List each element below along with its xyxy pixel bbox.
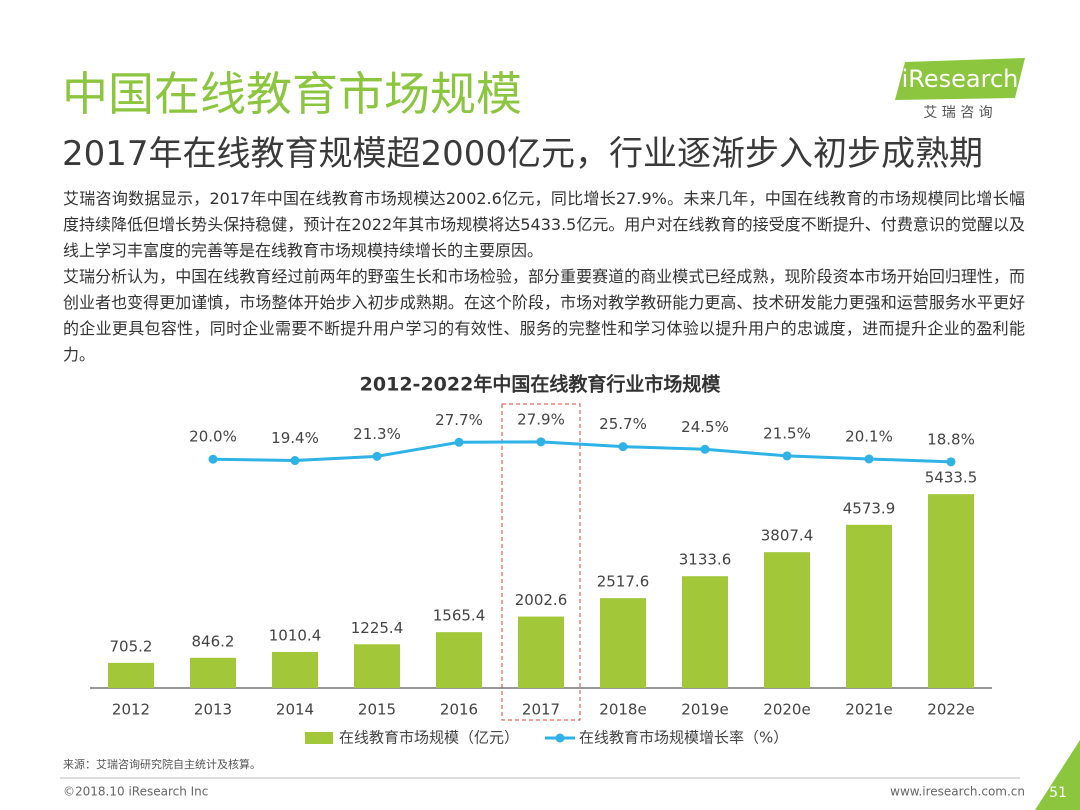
page-number: 51 [1049, 785, 1067, 801]
line-point [782, 451, 792, 461]
logo: iResearch [902, 65, 1019, 93]
paragraph: 艾瑞分析认为，中国在线教育经过前两年的野蛮生长和市场检验，部分重要赛道的商业模式… [63, 267, 1025, 364]
line-point [946, 457, 956, 467]
x-tick-label: 2016 [440, 701, 478, 719]
legend-swatch [305, 732, 333, 744]
line-point [700, 444, 710, 454]
highlight-box [501, 403, 581, 721]
paragraph: 艾瑞咨询数据显示，2017年中国在线教育市场规模达2002.6亿元，同比增长27… [63, 189, 1025, 260]
bar [518, 616, 564, 688]
slide-subtitle: 2017年在线教育规模超2000亿元，行业逐渐步入初步成熟期 [62, 134, 984, 174]
x-tick-label: 2018e [599, 701, 646, 719]
copyright: ©2018.10 iResearch Inc [63, 785, 208, 799]
bar [600, 598, 646, 688]
chart-title: 2012-2022年中国在线教育行业市场规模 [360, 373, 722, 396]
x-tick-label: 2019e [681, 701, 728, 719]
bar [436, 632, 482, 688]
logo-badge [895, 58, 1025, 100]
slide-title: 中国在线教育市场规模 [62, 67, 522, 121]
line-label: 21.5% [763, 424, 811, 442]
x-tick-label: 2012 [112, 701, 150, 719]
line-label: 19.4% [271, 429, 319, 447]
line-label: 27.9% [517, 410, 565, 428]
bar [190, 657, 236, 688]
line-point [372, 451, 382, 461]
line-label: 18.8% [927, 430, 975, 448]
logo-sub: 艾 瑞 咨 询 [923, 105, 992, 121]
legend-swatch [555, 733, 565, 743]
bar [354, 644, 400, 688]
bar-label: 5433.5 [925, 469, 978, 487]
line-point [864, 454, 874, 464]
bar-label: 1010.4 [269, 626, 322, 644]
bar-label: 2517.6 [597, 573, 650, 591]
corner [1035, 740, 1080, 810]
x-tick-label: 2017 [522, 701, 560, 719]
legend-label: 在线教育市场规模（亿元） [339, 729, 519, 747]
source: 来源：艾瑞咨询研究院自主统计及核算。 [63, 757, 261, 771]
bar-label: 1225.4 [351, 619, 404, 637]
line-label: 25.7% [599, 415, 647, 433]
x-tick-label: 2020e [763, 701, 810, 719]
body-text: 艾瑞咨询数据显示，2017年中国在线教育市场规模达2002.6亿元，同比增长27… [63, 186, 1025, 368]
line-label: 20.1% [845, 427, 893, 445]
x-tick-label: 2014 [276, 701, 314, 719]
bar-label: 846.2 [192, 632, 235, 650]
line-point [208, 454, 218, 464]
x-tick-label: 2013 [194, 701, 232, 719]
bar-label: 3133.6 [679, 551, 732, 569]
url: www.iresearch.com.cn [890, 785, 1025, 799]
line-label: 20.0% [189, 428, 237, 446]
line-label: 24.5% [681, 418, 729, 436]
bar-label: 1565.4 [433, 607, 486, 625]
line-point [290, 456, 300, 466]
bar-label: 3807.4 [761, 527, 814, 545]
x-tick-label: 2022e [927, 701, 974, 719]
line [212, 440, 952, 464]
bar-label: 705.2 [110, 637, 153, 655]
x-tick-label: 2015 [358, 701, 396, 719]
bar [928, 494, 974, 688]
bar [108, 662, 154, 688]
legend-label: 在线教育市场规模增长率（%） [579, 729, 788, 747]
bar-label: 4573.9 [843, 499, 896, 517]
line-label: 21.3% [353, 425, 401, 443]
line-point [618, 442, 628, 452]
bar [764, 552, 810, 688]
line-point [536, 437, 546, 447]
line-point [454, 437, 464, 447]
line-label: 27.7% [435, 411, 483, 429]
bar [846, 524, 892, 688]
bar [682, 576, 728, 688]
bar-label: 2002.6 [515, 591, 568, 609]
bar [272, 651, 318, 688]
x-tick-label: 2021e [845, 701, 892, 719]
